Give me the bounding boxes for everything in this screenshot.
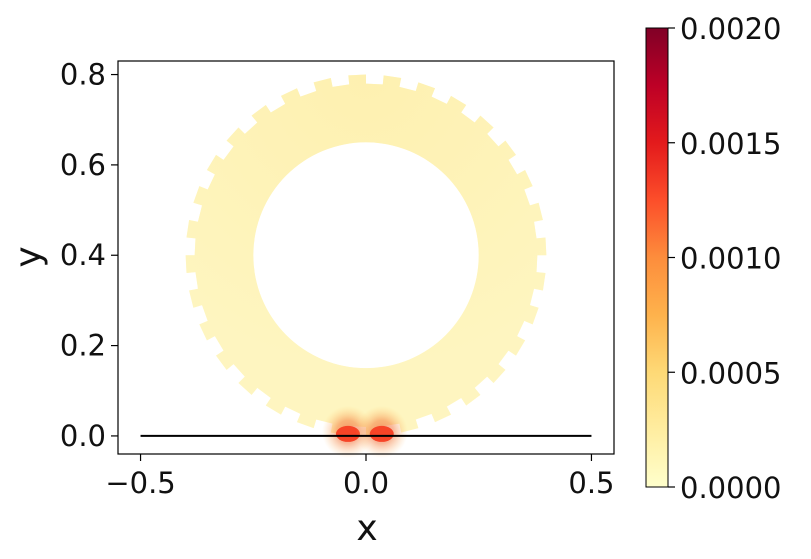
y-tick-label: 0.4 [60, 238, 106, 272]
y-tick-label: 0.0 [60, 419, 106, 453]
y-tick-label: 0.6 [60, 148, 106, 182]
x-tick-label: −0.5 [105, 466, 175, 500]
hotspot [335, 425, 360, 442]
colorbar-tick-label: 0.0005 [680, 356, 781, 390]
plot-area [117, 60, 615, 458]
y-tick-label: 0.2 [60, 329, 106, 363]
x-axis-label: x [356, 508, 377, 549]
colorbar-bar [645, 27, 669, 488]
y-tick-label: 0.8 [60, 58, 106, 92]
colorbar-tick-label: 0.0000 [680, 471, 781, 505]
colorbar-tick-label: 0.0020 [680, 12, 781, 46]
colorbar: 0.0000 0.0005 0.0010 0.0015 0.0020 [645, 12, 781, 505]
colorbar-tick-label: 0.0015 [680, 127, 781, 161]
x-axis: −0.5 0.0 0.5 [105, 454, 615, 500]
colorbar-tick-label: 0.0010 [680, 242, 781, 276]
y-axis: 0.0 0.2 0.4 0.6 0.8 [60, 58, 118, 453]
y-axis-label: y [8, 246, 49, 267]
x-tick-label: 0.5 [568, 466, 614, 500]
hotspot [369, 425, 394, 442]
gear-ring-shading [185, 74, 547, 436]
x-tick-label: 0.0 [343, 466, 389, 500]
